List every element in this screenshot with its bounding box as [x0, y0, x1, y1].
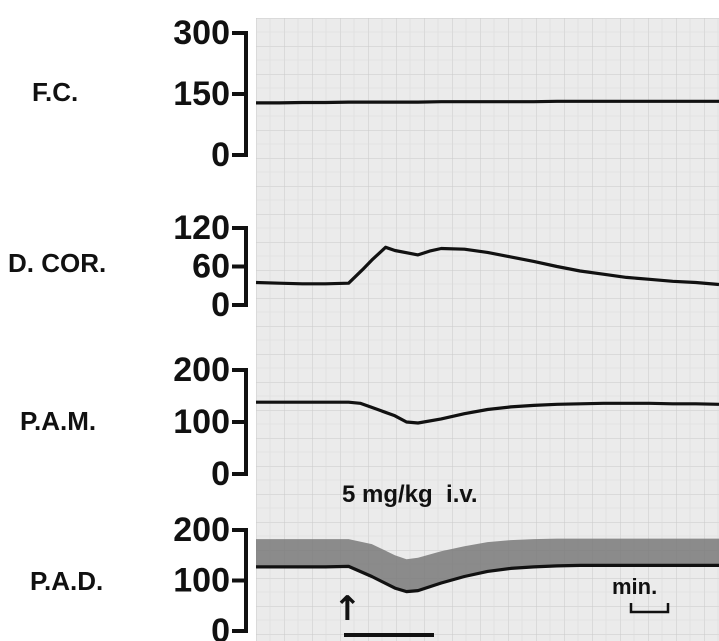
trace-dcor [255, 245, 719, 287]
y-tick-label-fc: 0 [211, 136, 230, 174]
y-tick-label-pam: 200 [173, 351, 230, 389]
y-tick-label-dcor: 120 [173, 209, 230, 247]
y-tick-label-dcor: 60 [192, 248, 230, 286]
y-tick-label-dcor: 0 [211, 286, 230, 324]
arrow-annotation: ↑ [333, 589, 362, 629]
y-tick-label-pad: 200 [173, 511, 230, 549]
dose-annotation: 5 mg/kg i.v. [342, 481, 478, 508]
trace-pad [256, 563, 719, 594]
panel-label-pam: P.A.M. [20, 406, 96, 436]
y-tick-label-fc: 150 [173, 75, 230, 113]
trace-fc [256, 99, 719, 105]
panel-label-pad: P.A.D. [30, 566, 103, 596]
pad-pulse-band [256, 538, 719, 592]
y-tick-label-pam: 0 [211, 455, 230, 493]
scale-bar [629, 603, 670, 614]
traces [255, 99, 719, 594]
panel-label-fc: F.C. [32, 77, 78, 107]
chart-grid [256, 18, 719, 641]
y-tick-label-fc: 300 [173, 14, 230, 52]
y-tick-label-pad: 100 [173, 562, 230, 600]
scale-bar-label: min. [612, 574, 657, 599]
panel-label-dcor: D. COR. [8, 248, 106, 278]
y-tick-label-pam: 100 [173, 403, 230, 441]
y-tick-label-pad: 0 [211, 612, 230, 641]
trace-pam [256, 400, 719, 425]
